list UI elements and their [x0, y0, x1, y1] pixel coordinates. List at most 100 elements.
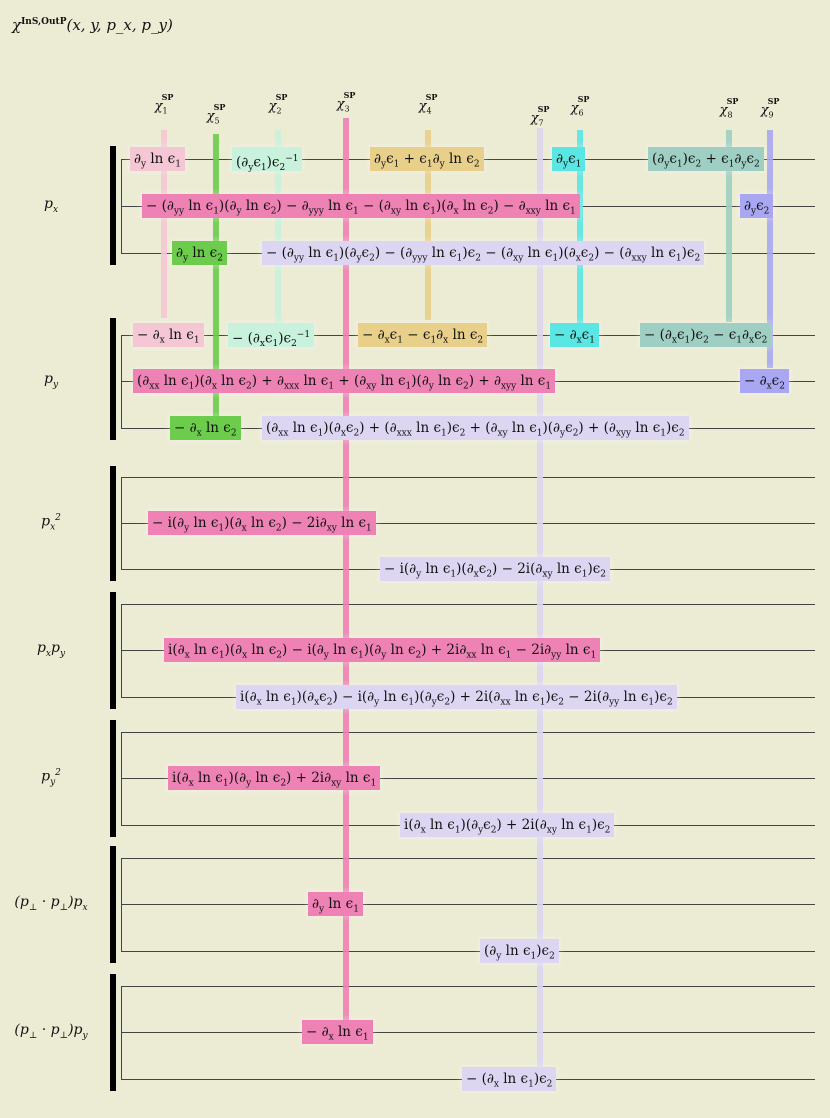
term-chi3: ∂y ln ϵ1: [308, 892, 363, 916]
column-line-chi3: [343, 118, 349, 1040]
column-header-chi3: χ3 SP: [326, 90, 366, 114]
row-line: [121, 778, 815, 779]
column-index: 3: [344, 104, 350, 114]
column-line-chi9: [767, 130, 773, 368]
row-line: [121, 604, 815, 605]
column-symbol: χ: [206, 109, 215, 124]
term-chi7: i(∂x ln ϵ1)(∂xϵ2) − i(∂y ln ϵ1)(∂yϵ2) + …: [236, 685, 677, 709]
group-bracket-bar: [110, 974, 116, 1091]
term-chi3: (∂xx ln ϵ1)(∂x ln ϵ2) + ∂xxx ln ϵ1 + (∂x…: [133, 369, 556, 393]
term-chi4: − ∂xϵ1 − ϵ1∂x ln ϵ2: [358, 323, 488, 347]
group-bracket-bar: [110, 318, 116, 440]
term-chi7: − (∂x ln ϵ1)ϵ2: [462, 1067, 557, 1091]
title-args: (x, y, p_x, p_y): [66, 16, 173, 34]
column-symbol: χ: [336, 97, 345, 112]
column-index: 7: [538, 118, 544, 128]
term-chi7: (∂xx ln ϵ1)(∂xϵ2) + (∂xxx ln ϵ1)ϵ2 + (∂x…: [262, 416, 689, 440]
group-label: pxpy: [36, 640, 66, 659]
title-superscript: InS,OutP: [21, 17, 67, 27]
term-chi2: (∂yϵ1)ϵ2−1: [232, 147, 303, 173]
column-index: 4: [426, 106, 432, 116]
column-header-chi4: χ4 SP: [408, 92, 448, 116]
row-line: [121, 904, 815, 905]
column-line-chi8: [726, 130, 732, 322]
column-symbol: χ: [418, 99, 427, 114]
term-chi7: (∂y ln ϵ1)ϵ2: [480, 939, 559, 963]
row-line: [121, 951, 815, 952]
column-header-chi9: χ9 SP: [750, 96, 790, 120]
column-sup: SP: [343, 90, 356, 100]
column-line-chi1: [161, 130, 167, 318]
row-line: [121, 732, 815, 733]
row-line: [121, 1032, 815, 1033]
term-chi8: (∂yϵ1)ϵ2 + ϵ1∂yϵ2: [648, 147, 764, 171]
column-sup: SP: [767, 96, 780, 106]
term-chi3: i(∂x ln ϵ1)(∂x ln ϵ2) − i(∂y ln ϵ1)(∂y l…: [164, 638, 601, 662]
column-symbol: χ: [268, 99, 277, 114]
term-chi7: − i(∂y ln ϵ1)(∂xϵ2) − 2i(∂xy ln ϵ1)ϵ2: [380, 557, 610, 581]
term-chi7: − (∂yy ln ϵ1)(∂yϵ2) − (∂yyy ln ϵ1)ϵ2 − (…: [262, 241, 705, 265]
term-chi8: − (∂xϵ1)ϵ2 − ϵ1∂xϵ2: [640, 323, 772, 347]
term-chi3: − (∂yy ln ϵ1)(∂y ln ϵ2) − ∂yyy ln ϵ1 − (…: [142, 194, 580, 218]
term-chi1: − ∂x ln ϵ1: [133, 323, 204, 347]
term-chi6: ∂yϵ1: [552, 147, 586, 171]
group-bracket-bar: [110, 592, 116, 709]
column-index: 9: [768, 110, 774, 120]
column-symbol: χ: [154, 99, 163, 114]
term-chi1: ∂y ln ϵ1: [130, 147, 185, 171]
term-chi4: ∂yϵ1 + ϵ1∂y ln ϵ2: [370, 147, 484, 171]
column-line-chi4: [425, 130, 431, 320]
group-label: (p⊥ · p⊥)py: [14, 1022, 88, 1041]
column-sup: SP: [275, 92, 288, 102]
column-sup: SP: [425, 92, 438, 102]
column-sup: SP: [726, 96, 739, 106]
group-bracket-bar: [110, 720, 116, 837]
column-symbol: χ: [719, 103, 728, 118]
column-sup: SP: [537, 104, 550, 114]
column-line-chi7: [537, 128, 543, 1070]
term-chi5: ∂y ln ϵ2: [172, 241, 227, 265]
column-header-chi7: χ7 SP: [520, 104, 560, 128]
title-symbol: χ: [12, 16, 22, 34]
column-index: 2: [276, 106, 282, 116]
group-label: py: [43, 371, 59, 390]
column-sup: SP: [161, 92, 174, 102]
column-line-chi5: [213, 134, 219, 424]
column-header-chi6: χ6 SP: [560, 94, 600, 118]
column-line-chi6: [577, 130, 583, 330]
column-header-chi8: χ8 SP: [709, 96, 749, 120]
column-index: 1: [162, 106, 168, 116]
row-line: [121, 986, 815, 987]
column-sup: SP: [577, 94, 590, 104]
term-chi5: − ∂x ln ϵ2: [170, 416, 241, 440]
group-bracket-bar: [110, 846, 116, 963]
column-index: 8: [727, 110, 733, 120]
term-chi9: ∂yϵ2: [740, 194, 774, 218]
column-symbol: χ: [570, 101, 579, 116]
group-bracket-bar: [110, 466, 116, 581]
group-bracket-bar: [110, 146, 116, 265]
term-chi6: − ∂xϵ1: [550, 323, 599, 347]
column-sup: SP: [213, 102, 226, 112]
column-symbol: χ: [760, 103, 769, 118]
group-label: px: [43, 196, 59, 215]
column-index: 6: [578, 108, 584, 118]
diagram-title: χInS,OutP(x, y, p_x, p_y): [12, 16, 173, 34]
row-line: [121, 858, 815, 859]
group-label: py2: [41, 768, 61, 788]
column-index: 5: [214, 116, 220, 126]
term-chi3: i(∂x ln ϵ1)(∂y ln ϵ2) + 2i∂xy ln ϵ1: [168, 766, 381, 790]
column-line-chi2: [275, 130, 281, 332]
row-line: [121, 477, 815, 478]
group-label: (p⊥ · p⊥)px: [14, 894, 88, 913]
term-chi7: i(∂x ln ϵ1)(∂yϵ2) + 2i(∂xy ln ϵ1)ϵ2: [400, 813, 615, 837]
column-header-chi5: χ5 SP: [196, 102, 236, 126]
column-header-chi2: χ2 SP: [258, 92, 298, 116]
column-header-chi1: χ1 SP: [144, 92, 184, 116]
term-chi3: − i(∂y ln ϵ1)(∂x ln ϵ2) − 2i∂xy ln ϵ1: [148, 511, 376, 535]
group-label: px2: [41, 513, 61, 533]
term-chi2: − (∂xϵ1)ϵ2−1: [228, 323, 315, 349]
term-chi9: − ∂xϵ2: [740, 369, 789, 393]
column-symbol: χ: [530, 111, 539, 126]
